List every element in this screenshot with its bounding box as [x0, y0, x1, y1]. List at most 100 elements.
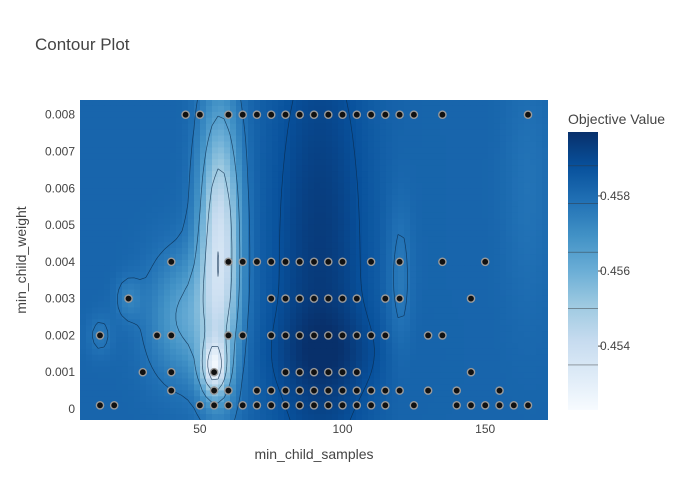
contour-cell [362, 414, 369, 420]
contour-cell [206, 236, 213, 243]
contour-cell [146, 366, 153, 374]
trial-point [309, 400, 319, 410]
contour-cell [140, 325, 147, 332]
contour-cell [188, 378, 195, 386]
contour-cell [260, 372, 267, 380]
contour-cell [446, 289, 453, 297]
contour-cell [386, 313, 393, 320]
contour-cell [260, 378, 267, 386]
contour-cell [434, 265, 441, 273]
contour-cell [470, 230, 477, 237]
contour-cell [476, 171, 483, 178]
contour-cell [170, 117, 177, 125]
contour-cell [164, 289, 171, 297]
contour-cell [458, 366, 465, 374]
contour-cell [218, 141, 225, 149]
contour-cell [320, 331, 327, 338]
contour-cell [98, 117, 105, 125]
contour-cell [218, 230, 225, 237]
contour-cell [134, 100, 141, 107]
contour-cell [188, 194, 195, 202]
trial-point [295, 400, 305, 410]
contour-cell [464, 236, 471, 243]
contour-cell [332, 212, 339, 220]
contour-cell [152, 283, 159, 291]
contour-cell [272, 212, 279, 220]
contour-cell [356, 354, 363, 362]
contour-cell [380, 242, 387, 249]
contour-cell [428, 378, 435, 386]
contour-cell [212, 313, 219, 320]
contour-cell [248, 313, 255, 320]
contour-cell [116, 159, 123, 166]
contour-cell [116, 135, 123, 143]
contour-cell [494, 182, 501, 190]
contour-cell [260, 331, 267, 338]
contour-cell [392, 100, 399, 107]
contour-cell [422, 265, 429, 273]
contour-cell [164, 153, 171, 160]
contour-cell [98, 390, 105, 397]
contour-cell [158, 218, 165, 226]
contour-cell [398, 366, 405, 374]
contour-cell [368, 295, 375, 303]
contour-cell [314, 224, 321, 231]
contour-cell [206, 337, 213, 344]
trial-point [195, 400, 205, 410]
contour-cell [206, 271, 213, 279]
contour-cell [290, 289, 297, 297]
contour-cell [218, 212, 225, 220]
contour-cell [86, 200, 93, 208]
contour-cell [134, 396, 141, 403]
contour-cell [230, 384, 237, 391]
contour-cell [356, 236, 363, 243]
contour-cell [374, 242, 381, 249]
contour-cell [530, 135, 537, 143]
contour-cell [116, 277, 123, 285]
contour-cell [536, 271, 543, 279]
contour-cell [152, 218, 159, 226]
contour-cell [218, 248, 225, 255]
contour-cell [308, 396, 315, 403]
contour-cell [86, 188, 93, 196]
contour-cell [428, 236, 435, 243]
contour-cell [110, 141, 117, 149]
contour-cell [86, 342, 93, 350]
contour-cell [128, 260, 135, 267]
trial-point [166, 257, 176, 267]
contour-cell [506, 307, 513, 314]
contour-cell [350, 177, 357, 184]
trial-point [209, 386, 219, 395]
contour-cell [272, 153, 279, 160]
contour-cell [536, 254, 543, 261]
contour-cell [536, 147, 543, 154]
contour-cell [500, 295, 507, 303]
contour-cell [362, 236, 369, 243]
contour-cell [536, 414, 543, 420]
contour-cell [212, 117, 219, 125]
contour-cell [332, 342, 339, 350]
contour-cell [440, 153, 447, 160]
contour-cell [368, 271, 375, 279]
contour-cell [146, 254, 153, 261]
contour-cell [344, 248, 351, 255]
contour-cell [176, 224, 183, 231]
contour-cell [530, 141, 537, 149]
contour-cell [458, 325, 465, 332]
contour-cell [176, 325, 183, 332]
contour-cell [476, 123, 483, 131]
contour-cell [536, 105, 543, 113]
contour-cell [332, 366, 339, 374]
contour-cell [146, 141, 153, 149]
contour-cell [416, 159, 423, 166]
contour-cell [110, 307, 117, 314]
contour-cell [506, 171, 513, 178]
contour-cell [350, 342, 357, 350]
contour-cell [506, 271, 513, 279]
contour-cell [386, 147, 393, 154]
contour-cell [488, 360, 495, 368]
contour-cell [314, 182, 321, 190]
contour-cell [446, 414, 453, 420]
contour-cell [92, 111, 99, 119]
contour-cell [188, 135, 195, 143]
